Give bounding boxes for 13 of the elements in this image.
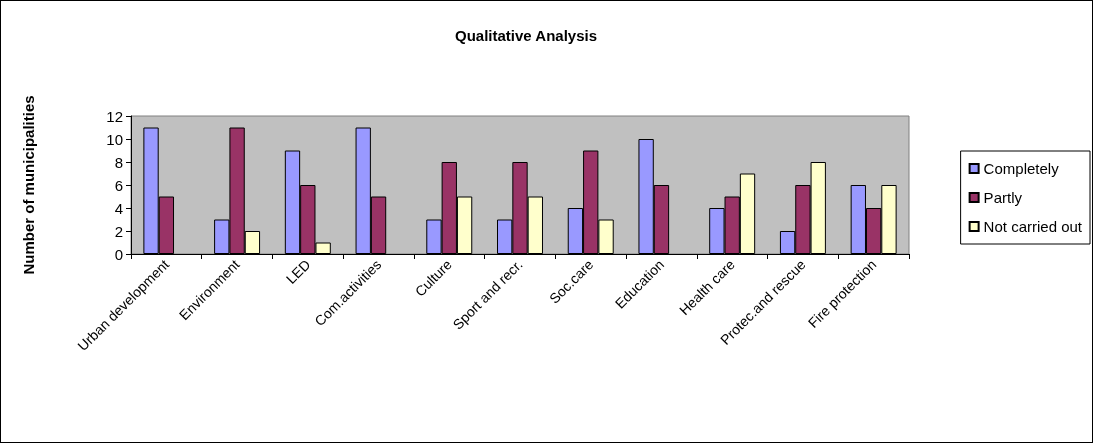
y-tick-label: 2 xyxy=(114,222,123,240)
legend-label: Partly xyxy=(983,189,1023,206)
y-tick-label: 12 xyxy=(106,107,123,125)
y-tick-label: 0 xyxy=(114,245,123,263)
y-tick-label: 4 xyxy=(114,199,123,217)
y-axis-title: Number of municipalities xyxy=(20,95,37,275)
y-tick-label: 10 xyxy=(106,130,123,148)
chart-title: Qualitative Analysis xyxy=(454,27,598,44)
legend-label: Not carried out xyxy=(983,218,1083,235)
x-tick-label: LED xyxy=(282,256,314,287)
y-tick-label: 6 xyxy=(114,176,123,194)
y-tick-label: 8 xyxy=(114,153,123,171)
legend-label: Completely xyxy=(983,160,1060,177)
